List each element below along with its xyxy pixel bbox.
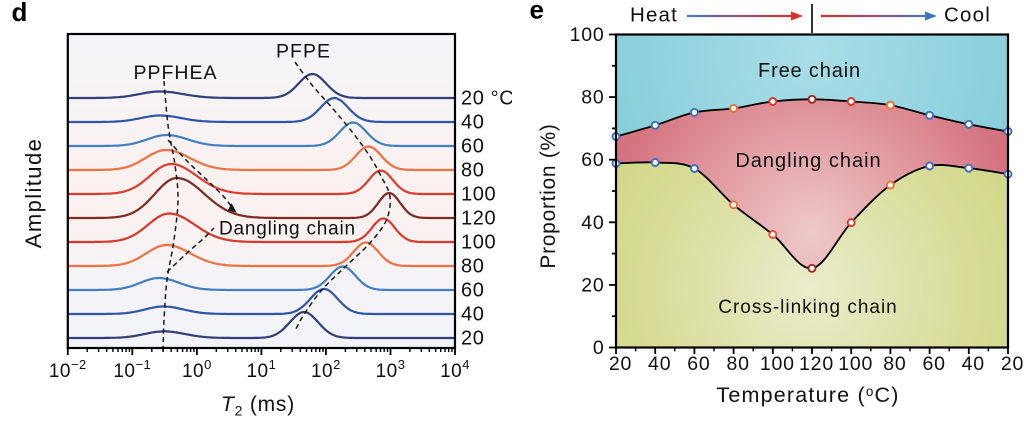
svg-text:60: 60 bbox=[461, 136, 484, 158]
svg-text:40: 40 bbox=[581, 212, 604, 234]
svg-text:d: d bbox=[12, 0, 28, 27]
svg-text:Cross-linking chain: Cross-linking chain bbox=[718, 297, 898, 318]
svg-text:100: 100 bbox=[461, 184, 496, 206]
svg-text:80: 80 bbox=[726, 353, 749, 375]
svg-text:100: 100 bbox=[182, 357, 212, 382]
svg-text:103: 103 bbox=[376, 357, 406, 382]
svg-text:100: 100 bbox=[570, 24, 605, 46]
svg-text:120: 120 bbox=[461, 208, 496, 230]
svg-text:104: 104 bbox=[440, 357, 470, 382]
svg-text:Dangling chain: Dangling chain bbox=[735, 150, 881, 172]
svg-text:60: 60 bbox=[922, 353, 945, 375]
svg-text:102: 102 bbox=[311, 357, 341, 382]
svg-text:e: e bbox=[530, 0, 544, 25]
svg-text:80: 80 bbox=[581, 87, 604, 109]
svg-text:PFPE: PFPE bbox=[276, 41, 331, 63]
svg-text:10−2: 10−2 bbox=[49, 357, 87, 382]
svg-text:20 °C: 20 °C bbox=[461, 88, 512, 110]
svg-text:20: 20 bbox=[1001, 353, 1024, 375]
svg-text:60: 60 bbox=[581, 149, 604, 171]
svg-text:40: 40 bbox=[461, 112, 484, 134]
svg-text:80: 80 bbox=[883, 353, 906, 375]
svg-text:100: 100 bbox=[838, 353, 873, 375]
svg-text:Free chain: Free chain bbox=[758, 60, 861, 82]
svg-text:Heat: Heat bbox=[630, 4, 678, 27]
svg-text:20: 20 bbox=[581, 274, 604, 296]
svg-text:Dangling chain: Dangling chain bbox=[219, 219, 356, 240]
svg-text:0: 0 bbox=[593, 337, 605, 359]
svg-text:100: 100 bbox=[760, 353, 795, 375]
svg-text:60: 60 bbox=[461, 280, 484, 302]
svg-text:60: 60 bbox=[687, 353, 710, 375]
svg-text:120: 120 bbox=[799, 353, 834, 375]
svg-text:100: 100 bbox=[461, 232, 496, 254]
svg-text:Cool: Cool bbox=[944, 4, 991, 27]
svg-text:Temperature (oC): Temperature (oC) bbox=[716, 383, 899, 407]
svg-text:PPFHEA: PPFHEA bbox=[133, 62, 217, 84]
svg-text:Amplitude: Amplitude bbox=[21, 138, 46, 248]
svg-text:80: 80 bbox=[461, 256, 484, 278]
svg-text:40: 40 bbox=[648, 353, 671, 375]
svg-text:20: 20 bbox=[461, 328, 484, 350]
svg-text:101: 101 bbox=[246, 357, 276, 382]
svg-text:20: 20 bbox=[609, 353, 632, 375]
svg-text:40: 40 bbox=[962, 353, 985, 375]
svg-text:80: 80 bbox=[461, 160, 484, 182]
svg-text:40: 40 bbox=[461, 304, 484, 326]
svg-text:T2 (ms): T2 (ms) bbox=[221, 393, 295, 419]
svg-text:Proportion (%): Proportion (%) bbox=[537, 123, 560, 268]
svg-text:10−1: 10−1 bbox=[113, 357, 151, 382]
